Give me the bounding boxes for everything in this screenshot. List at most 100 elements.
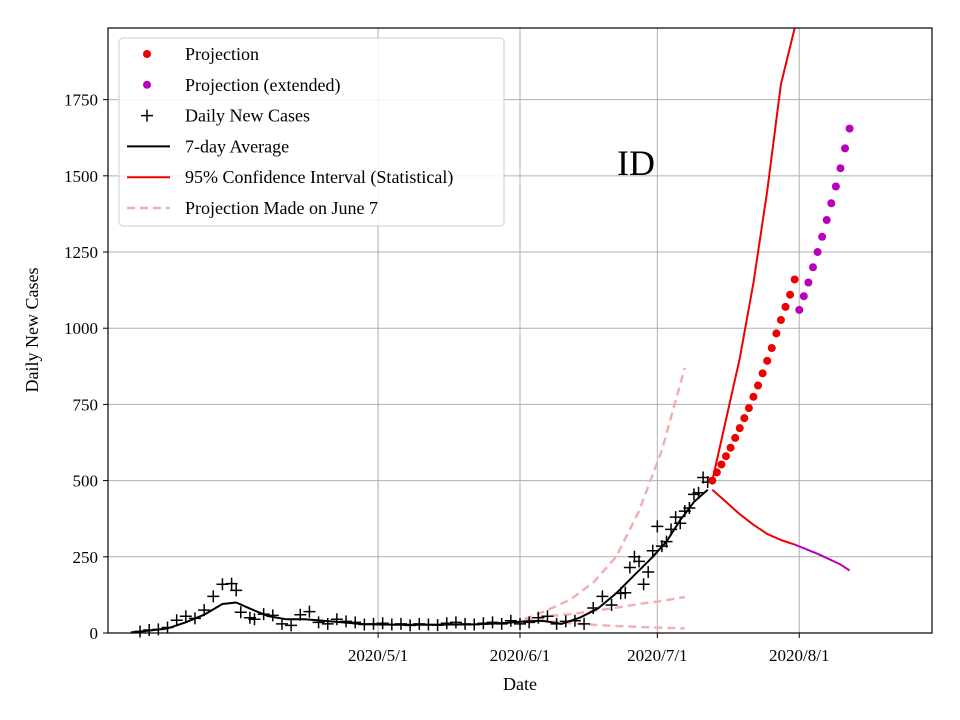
- daily-cases-marker: [330, 613, 343, 626]
- daily-cases-marker: [669, 511, 682, 524]
- x-tick-label: 2020/6/1: [490, 646, 550, 665]
- daily-cases-marker: [449, 616, 462, 629]
- y-tick-label: 1750: [64, 91, 98, 110]
- projection-extended-dot: [845, 124, 854, 133]
- y-tick-label: 250: [73, 548, 99, 567]
- projection-dot: [722, 452, 730, 461]
- y-tick-label: 0: [90, 624, 99, 643]
- ci-lower-line: [711, 489, 796, 546]
- legend-label: Projection (extended): [185, 75, 340, 96]
- projection-dot: [744, 404, 753, 413]
- daily-cases-marker: [207, 590, 220, 603]
- seven-day-average-line: [130, 489, 709, 634]
- projection-dot: [735, 424, 744, 433]
- daily-cases-marker: [275, 617, 288, 630]
- daily-cases-marker: [541, 610, 554, 623]
- daily-cases-marker: [303, 605, 316, 618]
- x-tick-label: 2020/8/1: [769, 646, 829, 665]
- projection-dot: [740, 414, 749, 423]
- projection-dot: [717, 460, 726, 469]
- projection-dot: [776, 315, 785, 324]
- projection-dot: [763, 356, 772, 365]
- daily-cases-marker: [179, 610, 192, 623]
- axes: 2020/5/1 2020/6/1 2020/7/1 2020/8/1 0 250 500 7…: [64, 91, 829, 665]
- y-tick-label: 1250: [64, 243, 98, 262]
- legend-label: Projection: [185, 44, 259, 64]
- x-tick-label: 2020/5/1: [348, 646, 408, 665]
- legend-entry: Projection: [143, 44, 259, 64]
- projection-extended-dot: [836, 164, 845, 173]
- legend-entry: Projection (extended): [143, 75, 340, 96]
- projection-dot: [708, 476, 717, 485]
- legend-entry: Daily New Cases: [141, 106, 310, 126]
- daily-cases-marker: [225, 577, 238, 590]
- daily-cases-marker: [637, 578, 650, 591]
- ci-upper-line: [711, 27, 796, 481]
- legend-box: [118, 37, 505, 227]
- daily-cases-marker: [321, 617, 334, 630]
- daily-cases-marker: [504, 614, 517, 627]
- projection-extended-dot: [831, 182, 840, 191]
- projection-extended-dot: [799, 292, 808, 301]
- legend-entry: 95% Confidence Interval (Statistical): [127, 167, 453, 188]
- projection-dot: [786, 290, 795, 299]
- y-tick-label: 500: [73, 472, 99, 491]
- projection-dot: [726, 443, 735, 452]
- daily-cases-marker: [230, 584, 243, 597]
- daily-cases-marker: [376, 617, 389, 630]
- daily-cases-marker: [285, 619, 298, 632]
- x-tick-label: 2020/7/1: [627, 646, 687, 665]
- daily-cases-marker: [248, 613, 261, 626]
- daily-cases-marker: [619, 586, 632, 599]
- daily-cases-marker: [486, 616, 499, 629]
- legend: Projection Projection (extended) Daily New…: [118, 37, 505, 227]
- legend-entry: Projection Made on June 7: [127, 198, 378, 218]
- daily-cases-marker: [170, 614, 183, 627]
- projection-extended-dot: [822, 216, 831, 225]
- daily-cases-marker: [646, 544, 659, 557]
- daily-cases-marker: [596, 590, 609, 603]
- projection-dot: [781, 302, 790, 311]
- daily-cases-marker: [651, 520, 664, 533]
- daily-cases-marker: [605, 598, 618, 611]
- projection-dot: [712, 468, 721, 477]
- projection-dot: [758, 369, 767, 378]
- y-axis-label: Daily New Cases: [22, 268, 42, 393]
- june7-projection-upper-line: [524, 367, 687, 621]
- legend-dot-icon: [143, 80, 151, 89]
- projection-extended-dot: [795, 305, 804, 314]
- daily-cases-marker: [642, 566, 655, 579]
- legend-label: Daily New Cases: [185, 106, 310, 126]
- daily-cases-marker: [312, 616, 325, 629]
- projection-dot: [767, 344, 776, 353]
- legend-entry: 7-day Average: [127, 136, 289, 156]
- daily-cases-marker: [633, 555, 646, 568]
- projection-dot: [790, 275, 799, 284]
- legend-plus-icon: [141, 109, 153, 122]
- extended-lower-line: [794, 543, 851, 572]
- legend-label: Projection Made on June 7: [185, 198, 378, 218]
- legend-label: 95% Confidence Interval (Statistical): [185, 167, 453, 188]
- projection-extended-dot: [841, 144, 850, 153]
- projection-extended-dot: [813, 248, 822, 257]
- daily-cases-marker: [440, 617, 453, 630]
- projection-dot: [749, 392, 758, 401]
- projection-extended-dot: [808, 263, 817, 272]
- projection-dot: [731, 433, 740, 442]
- daily-cases-marker: [234, 606, 247, 619]
- projection-dot: [772, 329, 781, 338]
- projection-dot: [754, 381, 763, 390]
- y-tick-label: 1500: [64, 167, 98, 186]
- region-annotation: ID: [617, 143, 655, 183]
- daily-cases-marker: [623, 561, 636, 574]
- y-tick-label: 750: [73, 395, 99, 414]
- x-axis-label: Date: [503, 674, 537, 694]
- projection-extended-dot: [827, 199, 836, 208]
- june7-projection-lower-line: [524, 618, 685, 630]
- projection-extended-dot: [818, 232, 827, 241]
- daily-cases-marker: [514, 617, 526, 630]
- y-tick-label: 1000: [64, 319, 98, 338]
- legend-label: 7-day Average: [185, 136, 289, 156]
- legend-dot-icon: [143, 50, 151, 58]
